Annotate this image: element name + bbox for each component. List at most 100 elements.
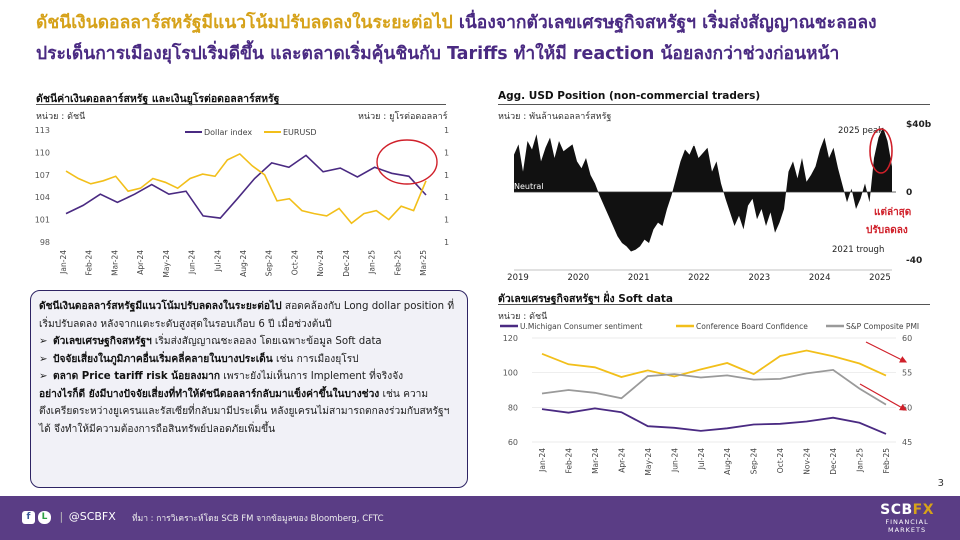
dxy-unit-left: หน่วย : ดัชนี — [36, 112, 86, 122]
y-tick-left: 100 — [503, 369, 518, 378]
caveat-bold: อย่างไรก็ดี ยังมีบางปัจจัยเสี่ยงที่ทำให้… — [39, 388, 380, 400]
y-tick-right: 50 — [902, 403, 912, 412]
logo-fx: FX — [912, 502, 934, 518]
x-tick-label: Jun-24 — [670, 448, 679, 473]
scbfx-logo: SCBFX FINANCIAL MARKETS — [880, 502, 934, 534]
x-tick-label: Mar-24 — [110, 250, 119, 276]
x-tick-label: Feb-25 — [882, 448, 891, 474]
logo-scb: SCB — [880, 502, 913, 518]
arrow-bullet-icon: ➢ — [39, 371, 48, 382]
series-line — [541, 368, 887, 406]
bullet-text: เพราะยังไม่เห็นการ Implement ที่จริงจัง — [220, 371, 404, 382]
legend-label: S&P Composite PMI — [846, 322, 919, 331]
x-tick-label: 2023 — [749, 273, 771, 283]
dxy-eurusd-chart: 113 110 107 104 101 98 1.15 1.12 1.09 1.06 1.03 1 Ja… — [35, 126, 450, 278]
x-tick-label: Feb-25 — [393, 250, 402, 276]
legend-label: U.Michigan Consumer sentiment — [520, 322, 642, 331]
x-tick-label: Jul-24 — [697, 448, 706, 471]
legend-label: Dollar index — [204, 128, 252, 137]
caveat-text: เช่น ความตึงเครียดระหว่างยูเครนและรัสเซี… — [39, 388, 450, 435]
soft-data-unit: หน่วย : ดัชนี — [498, 312, 548, 322]
arrow-bullet-icon: ➢ — [39, 336, 48, 347]
facebook-icon[interactable]: f — [22, 510, 35, 524]
x-tick-label: Mar-24 — [591, 448, 600, 474]
y-tick-left: 113 — [35, 126, 50, 135]
x-tick-label: Jul-24 — [213, 250, 222, 273]
x-tick-label: Sep-24 — [265, 250, 274, 277]
peak-highlight-circle — [869, 128, 893, 174]
neutral-label: Neutral — [514, 182, 544, 191]
x-tick-label: 2020 — [568, 273, 590, 283]
x-tick-label: Aug-24 — [723, 448, 732, 475]
series-line — [541, 407, 887, 435]
latest-label-1: แต่ล่าสุด — [874, 206, 911, 218]
note-line-2: แตะระดับสูงสุดในรอบเกือบ 6 ปี — [656, 137, 785, 149]
y-axis-label: 0 — [906, 188, 912, 198]
summary-bullet: ➢ ตลาด Price tariff risk น้อยลงมาก เพราะย… — [39, 368, 459, 386]
summary-bullet: ➢ ตัวเลขเศรษฐกิจสหรัฐฯ เริ่มส่งสัญญาณชะลอ… — [39, 333, 459, 351]
trend-arrow-down — [865, 341, 908, 363]
note-line-1: เมื่อช่วงต้นปี Dollar position — [656, 120, 778, 133]
peak-label: 2025 peak — [838, 126, 883, 136]
trend-arrow-down — [859, 383, 908, 411]
x-tick-label: 2019 — [507, 273, 529, 283]
x-tick-label: Jan-25 — [368, 250, 377, 275]
bullet-bold: ตลาด Price tariff risk น้อยลงมาก — [53, 371, 221, 382]
x-tick-label: Feb-24 — [85, 250, 94, 276]
x-tick-label: Oct-24 — [290, 250, 299, 275]
usd-position-title: Agg. USD Position (non-commercial trader… — [498, 90, 761, 102]
y-tick-left: 60 — [508, 438, 518, 447]
dxy-title-rule — [36, 104, 446, 105]
y-tick-left: 80 — [508, 403, 518, 412]
y-tick-right: 1 — [444, 238, 449, 247]
y-tick-right: 1.15 — [444, 126, 450, 135]
y-tick-left: 110 — [35, 148, 50, 157]
x-tick-label: 2025 — [869, 273, 891, 283]
summary-box: ดัชนีเงินดอลลาร์สหรัฐมีแนวโน้มปรับลดลงใน… — [30, 290, 468, 488]
soft-data-title: ตัวเลขเศรษฐกิจสหรัฐฯ ฝั่ง Soft data — [498, 293, 674, 305]
summary-lead-text: สอดคล้องกับ Long dollar position ที่เริ่… — [39, 301, 455, 330]
page-number: 3 — [937, 478, 944, 489]
bullet-text: เช่น การเมืองยุโรป — [272, 353, 359, 365]
y-tick-left: 101 — [35, 216, 50, 225]
line-app-icon[interactable]: L — [38, 510, 51, 524]
source-note: ที่มา : การวิเคราะห์โดย SCB FM จากข้อมูล… — [132, 514, 384, 524]
trough-label: 2021 trough — [832, 245, 884, 255]
logo-sub2: MARKETS — [888, 526, 927, 534]
series-line — [541, 349, 887, 378]
latest-label-2: ปรับลดลง — [866, 224, 908, 236]
x-tick-label: 2021 — [628, 273, 650, 283]
y-tick-right: 1.03 — [444, 216, 450, 225]
x-tick-label: Jan-24 — [59, 250, 68, 275]
series-line — [65, 154, 427, 219]
soft-data-chart: 120 100 80 60 60 55 50 45 Jan-24 Feb-24 Mar-24 Apr-… — [500, 322, 919, 476]
legend-label: EURUSD — [283, 128, 317, 137]
y-axis-label: -40 — [906, 256, 922, 266]
x-tick-label: May-24 — [162, 250, 171, 278]
y-tick-right: 1.06 — [444, 193, 450, 202]
x-tick-label: Mar-25 — [419, 250, 428, 276]
x-tick-label: Jan-25 — [856, 448, 865, 473]
social-handle[interactable]: @SCBFX — [68, 510, 116, 523]
x-tick-label: Jun-24 — [188, 250, 197, 275]
x-tick-label: Jan-24 — [538, 448, 547, 473]
x-tick-label: Dec-24 — [829, 448, 838, 475]
x-tick-label: Aug-24 — [239, 250, 248, 277]
y-tick-left: 107 — [35, 171, 50, 180]
divider: | — [59, 510, 64, 523]
dxy-chart-title: ดัชนีค่าเงินดอลลาร์สหรัฐ และเงินยูโรต่อด… — [36, 93, 280, 105]
soft-data-title-rule — [498, 304, 930, 305]
x-tick-label: Nov-24 — [316, 250, 325, 277]
bullet-bold: ปัจจัยเสี่ยงในภูมิภาคอื่นเริ่มคลี่คลายใน… — [53, 353, 273, 365]
x-tick-label: Apr-24 — [617, 448, 626, 473]
headline: ดัชนีเงินดอลลาร์สหรัฐมีแนวโน้มปรับลดลงใน… — [36, 8, 936, 70]
x-tick-label: May-24 — [644, 448, 653, 476]
bullet-bold: ตัวเลขเศรษฐกิจสหรัฐฯ — [53, 336, 152, 347]
x-tick-label: 2024 — [809, 273, 831, 283]
y-tick-right: 60 — [902, 334, 912, 343]
y-axis-label: $40b — [906, 120, 932, 130]
x-tick-label: Apr-24 — [136, 250, 145, 275]
x-tick-label: 2022 — [688, 273, 710, 283]
summary-lead-bold: ดัชนีเงินดอลลาร์สหรัฐมีแนวโน้มปรับลดลงใน… — [39, 301, 282, 312]
